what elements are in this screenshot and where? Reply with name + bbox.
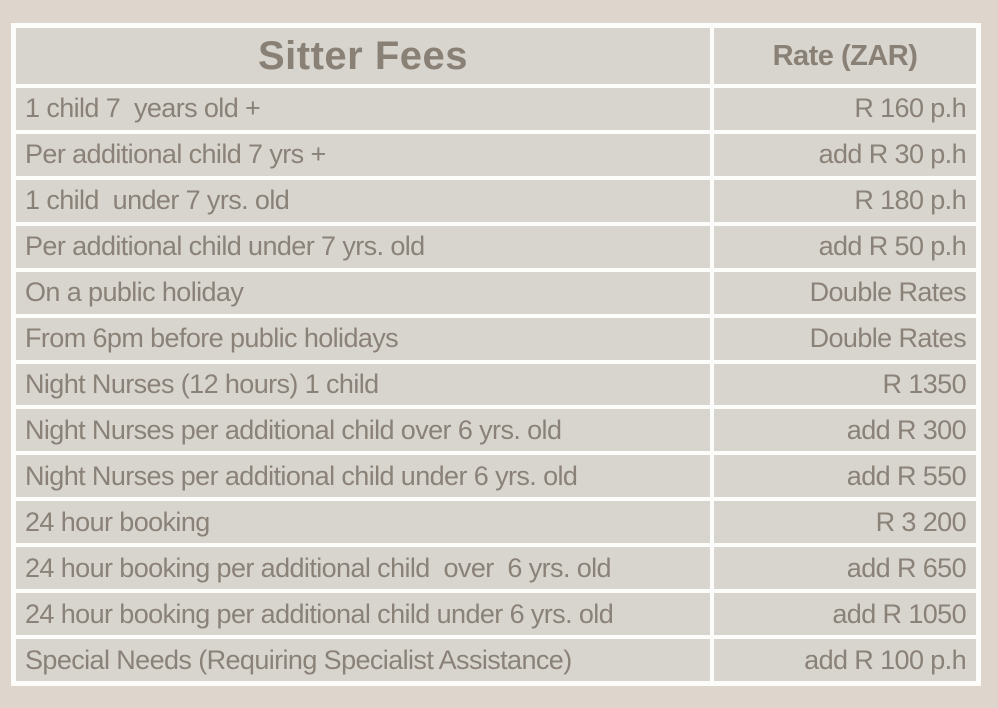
table-row-service: Per additional child 7 yrs + — [16, 133, 710, 176]
table-header-sitter-fees: Sitter Fees — [16, 28, 710, 84]
table-row-service: 24 hour booking per additional child ove… — [16, 547, 710, 590]
table-row-rate: add R 50 p.h — [714, 225, 976, 268]
table-row-service: Special Needs (Requiring Specialist Assi… — [16, 639, 710, 681]
table-row-service: 24 hour booking per additional child und… — [16, 593, 710, 636]
table-row-service: Night Nurses per additional child over 6… — [16, 409, 710, 452]
table-row-rate: add R 550 — [714, 455, 976, 498]
table-row-rate: R 180 p.h — [714, 179, 976, 222]
table-header-rate-zar: Rate (ZAR) — [714, 28, 976, 84]
table-row-rate: R 3 200 — [714, 501, 976, 544]
table-row-rate: add R 300 — [714, 409, 976, 452]
table-row-service: 24 hour booking — [16, 501, 710, 544]
table-row-rate: Double Rates — [714, 271, 976, 314]
table-row-service: 1 child 7 years old + — [16, 88, 710, 130]
table-row-service: On a public holiday — [16, 271, 710, 314]
table-row-rate: add R 1050 — [714, 593, 976, 636]
table-row-rate: add R 650 — [714, 547, 976, 590]
table-row-service: Night Nurses (12 hours) 1 child — [16, 363, 710, 406]
table-row-service: Night Nurses per additional child under … — [16, 455, 710, 498]
table-row-rate: R 1350 — [714, 363, 976, 406]
table-row-service: 1 child under 7 yrs. old — [16, 179, 710, 222]
table-row-rate: R 160 p.h — [714, 88, 976, 130]
table-row-service: From 6pm before public holidays — [16, 317, 710, 360]
table-row-rate: Double Rates — [714, 317, 976, 360]
table-row-rate: add R 30 p.h — [714, 133, 976, 176]
table-row-rate: add R 100 p.h — [714, 639, 976, 681]
table-row-service: Per additional child under 7 yrs. old — [16, 225, 710, 268]
sitter-fees-table: Sitter Fees Rate (ZAR) 1 child 7 years o… — [11, 23, 981, 686]
